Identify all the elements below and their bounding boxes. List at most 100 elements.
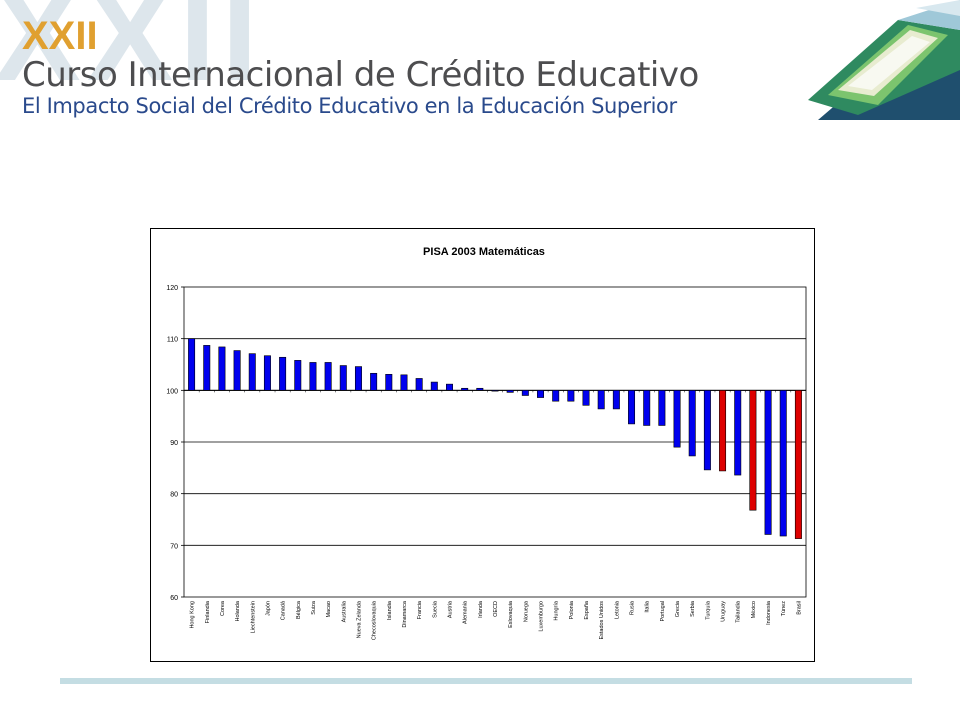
bar	[294, 360, 302, 391]
bar	[188, 338, 196, 391]
bar	[521, 390, 529, 396]
x-category-label: Grecia	[675, 600, 681, 617]
x-category-label: Serbia	[690, 600, 696, 617]
bar	[461, 387, 469, 391]
background-numeral-watermark: XXII	[0, 0, 264, 108]
bar	[400, 374, 408, 391]
x-category-label: Noruega	[523, 600, 529, 622]
x-category-label: Islandia	[387, 600, 393, 620]
y-tick-label: 60	[170, 595, 178, 602]
bar	[415, 378, 423, 391]
x-category-label: Australia	[341, 600, 347, 622]
bottom-divider	[60, 678, 912, 684]
x-category-label: Holanda	[235, 600, 241, 621]
bar	[628, 390, 636, 425]
x-category-label: Rusia	[630, 600, 636, 615]
bar	[339, 365, 347, 391]
x-category-label: Canadá	[281, 600, 287, 620]
bar	[370, 372, 378, 391]
x-category-label: Corea	[220, 600, 226, 616]
bar	[385, 374, 393, 391]
x-category-label: Estados Unidos	[599, 601, 605, 640]
x-category-label: Alemania	[463, 600, 469, 624]
bar	[506, 390, 514, 393]
x-category-label: Suiza	[311, 600, 317, 615]
x-category-label: Indonesia	[766, 600, 772, 625]
x-category-label: Finlandia	[205, 600, 211, 623]
x-category-label: Letonia	[614, 600, 620, 619]
bar	[703, 390, 711, 471]
x-category-label: Hong Kong	[190, 601, 196, 629]
x-category-label: Francia	[417, 600, 423, 619]
bar	[673, 390, 681, 448]
bars	[188, 338, 802, 539]
course-numeral: XXII	[22, 14, 98, 58]
bar	[643, 390, 651, 426]
x-category-label: Tailandia	[736, 600, 742, 623]
x-category-label: Brasil	[796, 601, 802, 615]
x-category-label: España	[584, 600, 590, 620]
bar	[218, 346, 226, 391]
x-category-label: Austria	[447, 600, 453, 618]
bar	[719, 390, 727, 472]
y-tick-labels: 60 70 80 90 100 110 120	[166, 285, 178, 602]
x-category-label: Macao	[326, 601, 332, 618]
bar	[552, 390, 560, 402]
bar	[476, 387, 484, 391]
course-subtitle: El Impacto Social del Crédito Educativo …	[22, 94, 677, 118]
x-category-label: Eslovaquia	[508, 600, 514, 628]
x-category-label: OECD	[493, 601, 499, 617]
x-category-label: Túnez	[781, 601, 787, 617]
course-title: Curso Internacional de Crédito Educativo	[22, 55, 699, 95]
bar	[779, 390, 787, 537]
x-category-label: Bélgica	[296, 600, 302, 619]
y-tick-label: 70	[170, 543, 178, 550]
bar	[279, 356, 287, 391]
bar	[446, 383, 453, 391]
bar	[749, 390, 757, 511]
bar	[582, 390, 590, 406]
bar	[233, 350, 241, 391]
x-category-label: Liechtenstein	[250, 601, 256, 633]
bar	[324, 362, 332, 391]
x-category-label: Polonia	[569, 600, 575, 619]
bar	[567, 390, 575, 402]
y-tick-label: 120	[166, 285, 178, 292]
y-tick-label: 90	[170, 440, 178, 447]
bar	[734, 390, 742, 476]
chart-title: PISA 2003 Matemáticas	[423, 246, 545, 258]
book-pages-logo-icon	[808, 0, 960, 120]
bar	[537, 390, 544, 398]
x-category-label: Checoslovaquia	[372, 600, 378, 640]
gridlines	[181, 286, 807, 598]
pisa-bar-chart: 60 70 80 90 100 110 120 Hong Kong Finlandia Core…	[166, 246, 807, 640]
bar	[794, 390, 802, 539]
bar	[430, 381, 438, 391]
x-category-label: Italia	[645, 600, 651, 613]
x-category-label: Dinamarca	[402, 600, 408, 628]
x-category-label: Hungría	[554, 600, 560, 621]
y-tick-label: 100	[166, 388, 178, 395]
x-category-label: Portugal	[660, 601, 666, 622]
bar	[597, 390, 605, 410]
bar	[248, 353, 256, 391]
x-category-label: Irlanda	[478, 600, 484, 618]
bar	[354, 366, 362, 391]
x-category-labels: Hong Kong Finlandia Corea Holanda Liechtenst…	[190, 600, 803, 640]
bar	[658, 390, 666, 426]
bar	[612, 390, 620, 410]
bar	[309, 362, 317, 391]
x-category-label: México	[751, 601, 757, 618]
x-category-label: Nueva Zelanda	[356, 600, 362, 638]
y-tick-label: 80	[170, 492, 178, 499]
bar	[688, 390, 696, 457]
bar	[491, 390, 499, 392]
bar	[764, 390, 772, 535]
x-category-label: Japón	[265, 601, 271, 616]
x-category-label: Turquía	[705, 600, 711, 620]
chart-frame: 60 70 80 90 100 110 120 Hong Kong Finlandia Core…	[150, 228, 815, 662]
x-category-label: Uruguay	[721, 601, 727, 622]
header: XXII XXII Curso Internacional de Crédito…	[0, 0, 960, 130]
x-category-label: Luxemburgo	[539, 601, 545, 632]
x-category-label: Suecia	[432, 600, 438, 618]
